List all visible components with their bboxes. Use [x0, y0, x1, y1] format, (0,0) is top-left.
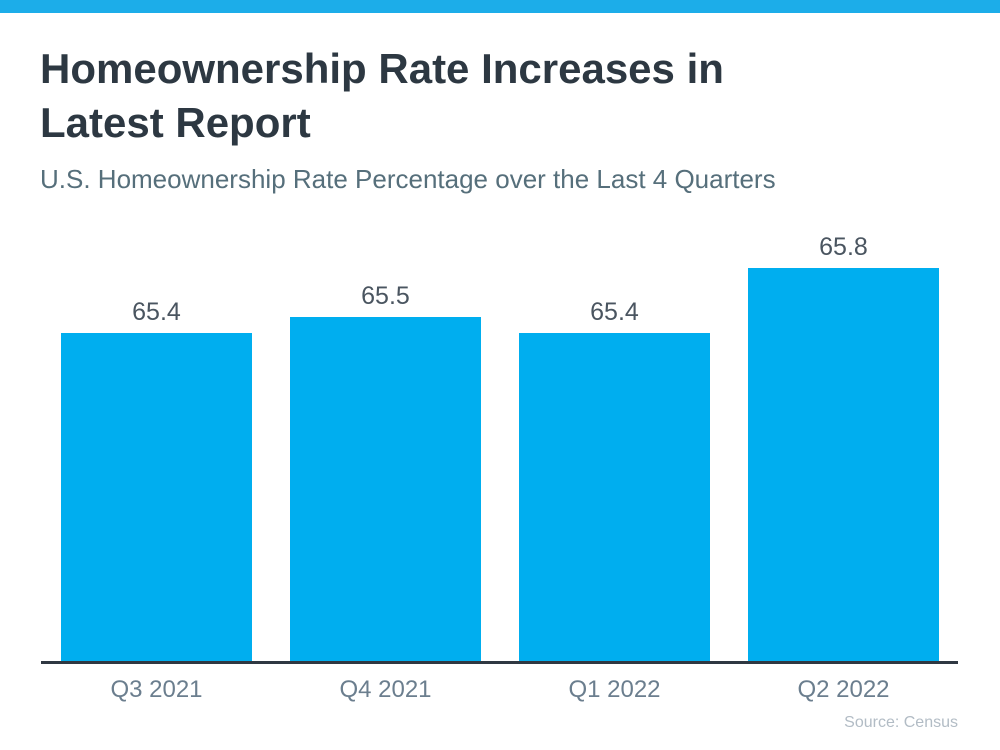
bar-chart-plot-area: 65.4 65.5 65.4 65.8 — [61, 206, 939, 661]
bar — [519, 333, 710, 661]
chart-subtitle: U.S. Homeownership Rate Percentage over … — [40, 164, 776, 194]
bar-value-label: 65.5 — [361, 282, 410, 310]
page-title: Homeownership Rate Increases in Latest R… — [40, 45, 724, 146]
bar — [290, 317, 481, 661]
bar-column: 65.4 — [61, 298, 252, 661]
x-axis-labels: Q3 2021 Q4 2021 Q1 2022 Q2 2022 — [61, 676, 939, 704]
bar-column: 65.8 — [748, 233, 939, 661]
bar-value-label: 65.8 — [819, 233, 868, 261]
bar-value-label: 65.4 — [132, 298, 181, 326]
bar — [61, 333, 252, 661]
bar-value-label: 65.4 — [590, 298, 639, 326]
bar-column: 65.5 — [290, 282, 481, 661]
source-attribution: Source: Census — [844, 714, 958, 731]
accent-strip — [0, 0, 1000, 13]
bar-column: 65.4 — [519, 298, 710, 661]
x-axis-tick-label: Q4 2021 — [339, 676, 432, 703]
x-axis-tick-label: Q1 2022 — [568, 676, 661, 703]
x-axis-tick-label: Q2 2022 — [797, 676, 890, 703]
chart-header: Homeownership Rate Increases in Latest R… — [40, 42, 785, 195]
x-axis-tick-label: Q3 2021 — [110, 676, 203, 703]
bar — [748, 268, 939, 661]
x-axis-line — [41, 661, 958, 664]
